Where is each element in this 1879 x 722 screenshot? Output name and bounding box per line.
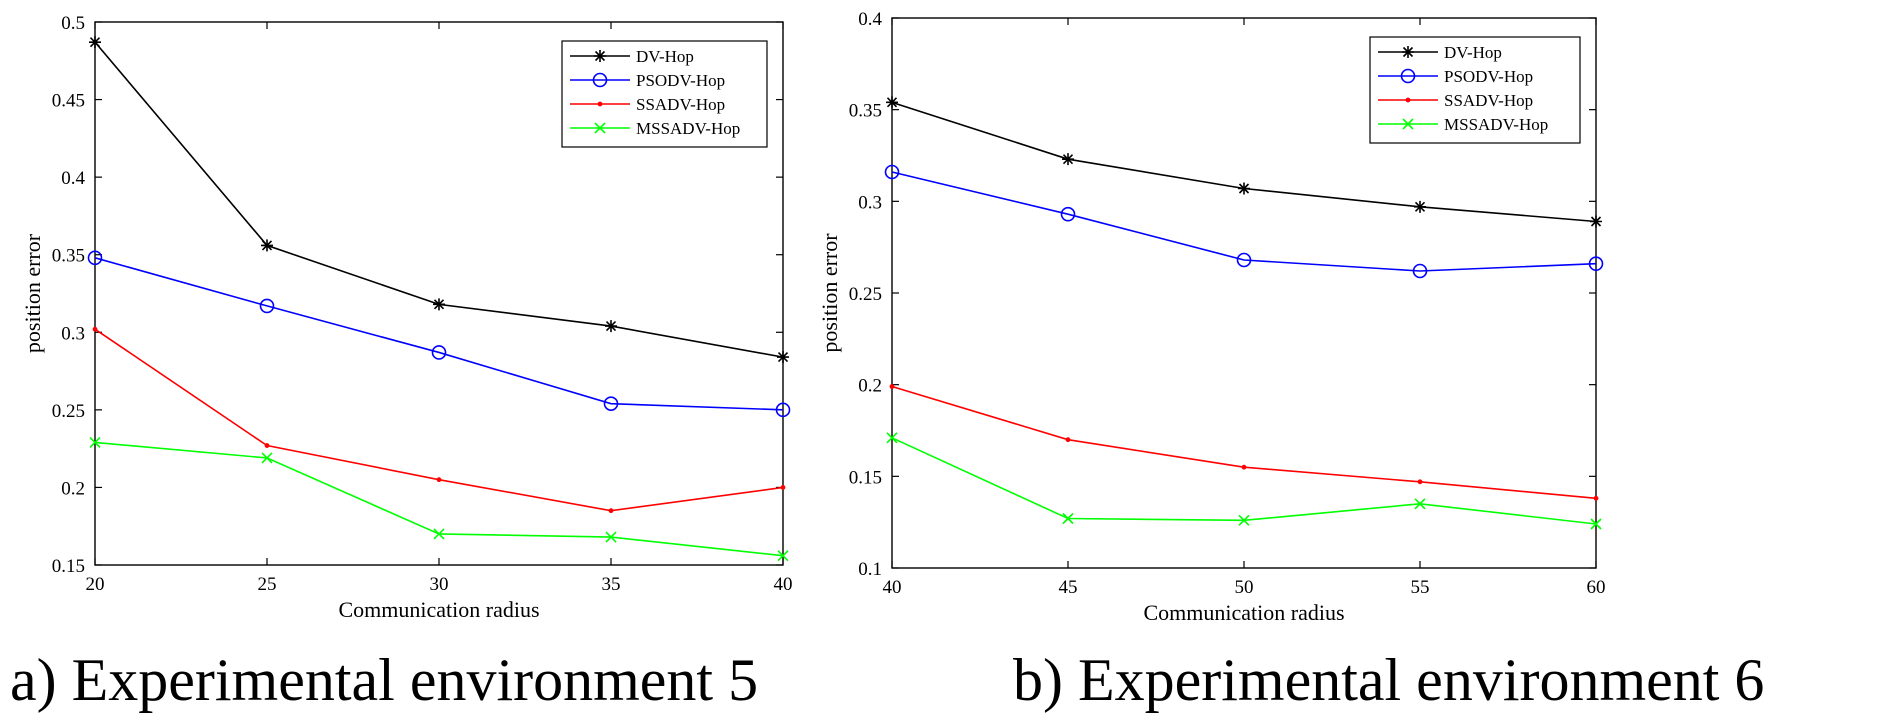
data-point-ssadv-hop [436, 477, 442, 483]
y-axis-label: position error [20, 233, 45, 353]
legend-label: PSODV-Hop [636, 71, 725, 90]
legend-label: DV-Hop [636, 47, 694, 66]
data-point-psodv-hop [431, 345, 447, 360]
legend-label: DV-Hop [1444, 43, 1502, 62]
series-line-psodv-hop [94, 257, 784, 411]
legend: DV-Hop PSODV-Hop SSADV-Hop MSSADV-Hop [561, 40, 768, 148]
x-tick-label: 55 [1411, 577, 1430, 598]
series-line-mssadv-hop [94, 441, 784, 557]
legend-marker [1402, 46, 1414, 58]
y-tick-label: 0.25 [849, 284, 882, 305]
data-point-ssadv-hop [1593, 495, 1599, 501]
y-tick-label: 0.1 [858, 559, 882, 580]
chart-panel-2: 40 45 50 55 60 0.1 0.15 0.2 0.25 0.3 0.35 0.4 Commun… [817, 9, 1764, 713]
data-point-psodv-hop [259, 298, 275, 314]
legend-marker [1402, 118, 1414, 130]
x-tick-label: 50 [1235, 577, 1254, 598]
series-line-ssadv-hop [891, 385, 1597, 500]
data-point-mssadv-hop [1414, 498, 1426, 510]
data-point-ssadv-hop [1065, 437, 1071, 443]
y-tick-label: 0.2 [61, 478, 85, 499]
data-point-psodv-hop [1412, 263, 1428, 279]
y-tick-label: 0.45 [52, 91, 85, 112]
x-tick-label: 35 [602, 574, 621, 595]
series-line-mssadv-hop [891, 437, 1597, 525]
data-point-dv-hop [433, 298, 445, 311]
data-point-ssadv-hop [889, 384, 895, 389]
data-point-psodv-hop [87, 250, 103, 266]
data-point-dv-hop [1062, 153, 1074, 166]
data-point-psodv-hop [1236, 252, 1252, 268]
data-point-psodv-hop [884, 164, 900, 180]
data-point-ssadv-hop [608, 508, 614, 514]
y-tick-label: 0.25 [52, 401, 85, 422]
data-point-dv-hop [605, 320, 617, 333]
data-point-dv-hop [886, 96, 898, 109]
data-point-ssadv-hop [1417, 479, 1423, 485]
data-point-dv-hop [1238, 182, 1250, 195]
data-point-dv-hop [1414, 200, 1426, 213]
x-tick-label: 40 [883, 577, 902, 598]
panel-caption: a) Experimental environment 5 [10, 647, 758, 713]
data-point-psodv-hop [775, 402, 791, 418]
y-tick-label: 0.3 [858, 192, 882, 213]
series-line-ssadv-hop [94, 328, 784, 512]
legend: DV-Hop PSODV-Hop SSADV-Hop MSSADV-Hop [1369, 36, 1581, 144]
panel-caption: b) Experimental environment 6 [1013, 647, 1764, 713]
legend-marker [594, 50, 606, 62]
x-tick-label: 40 [774, 574, 793, 595]
y-tick-label: 0.15 [52, 556, 85, 577]
x-axis-label: Communication radius [338, 597, 539, 622]
legend-label: SSADV-Hop [636, 95, 725, 114]
legend-label: MSSADV-Hop [636, 119, 740, 138]
data-point-dv-hop [89, 36, 101, 49]
data-point-mssadv-hop [261, 452, 273, 464]
y-tick-label: 0.4 [61, 168, 85, 189]
data-point-psodv-hop [1060, 206, 1076, 222]
legend-marker [594, 122, 606, 134]
chart-panel-1: 20 25 30 35 40 0.15 0.2 0.25 0.3 0.35 0.4 0.45 0.5 Co… [10, 13, 793, 713]
x-tick-label: 30 [430, 574, 449, 595]
data-point-psodv-hop [603, 396, 619, 411]
y-tick-label: 0.35 [849, 101, 882, 122]
data-point-dv-hop [261, 239, 273, 252]
y-tick-label: 0.5 [61, 13, 85, 34]
x-tick-label: 25 [258, 574, 277, 595]
y-tick-label: 0.4 [858, 9, 882, 30]
x-axis-label: Communication radius [1143, 600, 1344, 625]
data-point-mssadv-hop [433, 528, 445, 540]
data-point-ssadv-hop [92, 326, 98, 332]
data-point-mssadv-hop [886, 432, 898, 444]
y-tick-label: 0.2 [858, 376, 882, 397]
data-point-mssadv-hop [777, 550, 789, 562]
legend-box [561, 40, 768, 148]
legend-label: PSODV-Hop [1444, 67, 1533, 86]
y-axis-label: position error [817, 233, 842, 353]
data-point-mssadv-hop [1238, 514, 1250, 526]
data-point-ssadv-hop [264, 443, 270, 448]
legend-marker [1400, 68, 1416, 84]
legend-label: SSADV-Hop [1444, 91, 1533, 110]
x-tick-label: 45 [1059, 577, 1078, 598]
legend-label: MSSADV-Hop [1444, 115, 1548, 134]
data-point-psodv-hop [1588, 256, 1604, 271]
data-point-mssadv-hop [1590, 518, 1602, 530]
y-tick-label: 0.35 [52, 246, 85, 267]
y-tick-label: 0.15 [849, 467, 882, 488]
legend-marker [1405, 97, 1411, 103]
data-point-mssadv-hop [1062, 512, 1074, 525]
y-tick-label: 0.3 [61, 323, 85, 344]
x-tick-label: 60 [1587, 577, 1606, 598]
data-point-dv-hop [777, 351, 789, 364]
series-line-psodv-hop [891, 171, 1597, 272]
data-point-ssadv-hop [1241, 464, 1247, 470]
data-point-mssadv-hop [89, 436, 101, 449]
legend-marker [597, 101, 603, 107]
data-point-ssadv-hop [780, 485, 786, 490]
data-point-dv-hop [1590, 215, 1602, 228]
legend-marker [592, 72, 608, 88]
x-tick-label: 20 [86, 574, 105, 595]
data-point-mssadv-hop [605, 531, 617, 543]
